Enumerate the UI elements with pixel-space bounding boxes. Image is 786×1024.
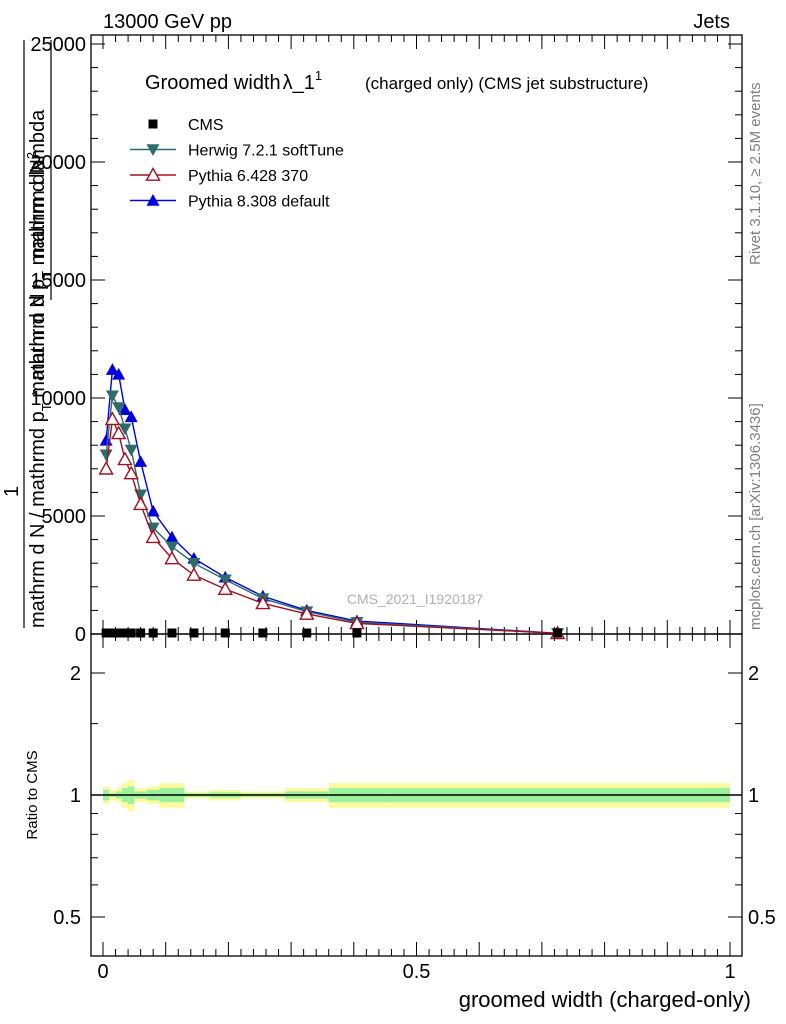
data-point — [165, 541, 179, 554]
data-point — [146, 522, 160, 535]
ratio-y-axis-label: Ratio to CMS — [24, 750, 41, 839]
ratio-x-axis: 0 0.5 1 — [97, 634, 736, 983]
data-point — [105, 363, 119, 375]
legend-label: Pythia 8.308 default — [188, 194, 330, 211]
mcplots-label: mcplots.cern.ch [arXiv:1306.3436] — [747, 403, 764, 630]
ratio-y-tick-label-right: 0.5 — [748, 907, 776, 929]
series-cms — [101, 628, 563, 638]
y-tick-label: 15000 — [30, 270, 86, 292]
main-y-axis-label: mathrm dN2 mathrm d pT mathrm d lambda 1… — [1, 40, 54, 628]
ratio-y-tick-label-right: 2 — [748, 663, 759, 685]
legend-item: Pythia 8.308 default — [130, 194, 330, 211]
x-tick-label: 0.5 — [403, 961, 431, 983]
data-point — [186, 567, 202, 581]
legend-label: Pythia 6.428 370 — [188, 168, 308, 185]
x-axis-label: groomed width (charged-only) — [459, 987, 751, 1012]
data-point — [107, 628, 117, 638]
data-point — [132, 496, 149, 511]
series-line — [105, 368, 558, 634]
data-point — [553, 628, 563, 638]
main-y-axis: 0 5000 10000 15000 20000 25000 — [30, 34, 742, 646]
data-point — [117, 451, 133, 466]
ratio-y-axis: 0.5 0.5 1 1 2 2 — [53, 663, 776, 929]
y-tick-label: 0 — [75, 624, 86, 646]
data-point — [118, 403, 132, 415]
data-point — [220, 628, 230, 638]
data-point — [126, 628, 136, 638]
data-point — [98, 460, 114, 475]
plot-title-main: Groomed width λ_11 — [145, 68, 322, 94]
data-point — [112, 402, 126, 414]
data-point — [124, 444, 138, 457]
data-point — [134, 455, 148, 467]
legend-marker — [146, 194, 160, 206]
y-tick-label: 10000 — [30, 388, 86, 410]
legend-marker — [148, 119, 158, 129]
data-point — [118, 423, 132, 436]
data-point — [302, 628, 312, 638]
header-left: 13000 GeV pp — [103, 11, 232, 33]
y-tick-label: 20000 — [30, 152, 86, 174]
watermark: CMS_2021_I1920187 — [347, 591, 483, 607]
y-tick-label: 5000 — [42, 506, 87, 528]
data-point — [299, 605, 315, 620]
data-point — [164, 550, 180, 565]
data-point — [258, 628, 268, 638]
data-point — [189, 628, 199, 638]
main-series-group — [98, 363, 566, 640]
series-line — [105, 393, 558, 634]
legend-item: CMS — [148, 117, 224, 134]
data-point — [123, 465, 139, 480]
series-herwig-7-2-1-softtune — [99, 390, 565, 640]
rivet-label: Rivet 3.1.10, ≥ 2.5M events — [747, 83, 764, 266]
ratio-y-tick-label: 1 — [70, 785, 81, 807]
y-tick-label: 25000 — [30, 34, 86, 56]
data-point — [148, 628, 158, 638]
data-point — [105, 390, 119, 403]
legend-item: Pythia 6.428 370 — [130, 167, 308, 185]
series-pythia-6-428-370 — [98, 411, 566, 640]
data-point — [104, 411, 121, 426]
ratio-y-tick-label-right: 1 — [748, 785, 759, 807]
x-tick-label: 0 — [97, 961, 108, 983]
y-frac-denominator: mathrm d pT mathrm d lambda — [27, 109, 54, 380]
ratio-y-tick-label: 2 — [70, 663, 81, 685]
data-point — [165, 530, 179, 543]
series-line — [105, 416, 558, 634]
data-point — [114, 628, 124, 638]
data-point — [101, 628, 111, 638]
data-point — [255, 595, 271, 610]
y-outer-denominator: mathrm d N / mathrmd pT mathrm d N — [27, 293, 54, 628]
legend-label: CMS — [188, 117, 224, 134]
data-point — [99, 449, 113, 462]
header-right: Jets — [693, 11, 730, 33]
data-point — [167, 628, 177, 638]
plot-title-suffix: (charged only) (CMS jet substructure) — [365, 74, 648, 93]
ratio-y-tick-label: 0.5 — [53, 907, 81, 929]
y-frac-numerator: mathrm dN2 — [24, 152, 49, 258]
data-point — [136, 628, 146, 638]
data-point — [124, 410, 138, 423]
data-point — [112, 367, 126, 380]
legend-marker — [145, 167, 161, 181]
legend-marker — [146, 144, 160, 156]
legend-item: Herwig 7.2.1 softTune — [130, 143, 344, 160]
legend-label: Herwig 7.2.1 softTune — [188, 143, 344, 160]
data-point — [146, 504, 160, 517]
data-point — [145, 529, 161, 544]
x-tick-label: 1 — [724, 961, 735, 983]
series-pythia-8-308-default — [99, 363, 565, 639]
data-point — [352, 628, 362, 638]
plot-title: Groomed width λ_11 (charged only) (CMS je… — [145, 68, 648, 94]
data-point — [218, 574, 232, 587]
data-point — [187, 558, 201, 570]
y-outer-numerator: 1 — [1, 486, 23, 497]
legend: CMS Herwig 7.2.1 softTune Pythia 6.428 370… — [130, 117, 344, 211]
data-point — [120, 628, 130, 638]
data-point — [110, 425, 127, 440]
data-point — [217, 581, 233, 596]
